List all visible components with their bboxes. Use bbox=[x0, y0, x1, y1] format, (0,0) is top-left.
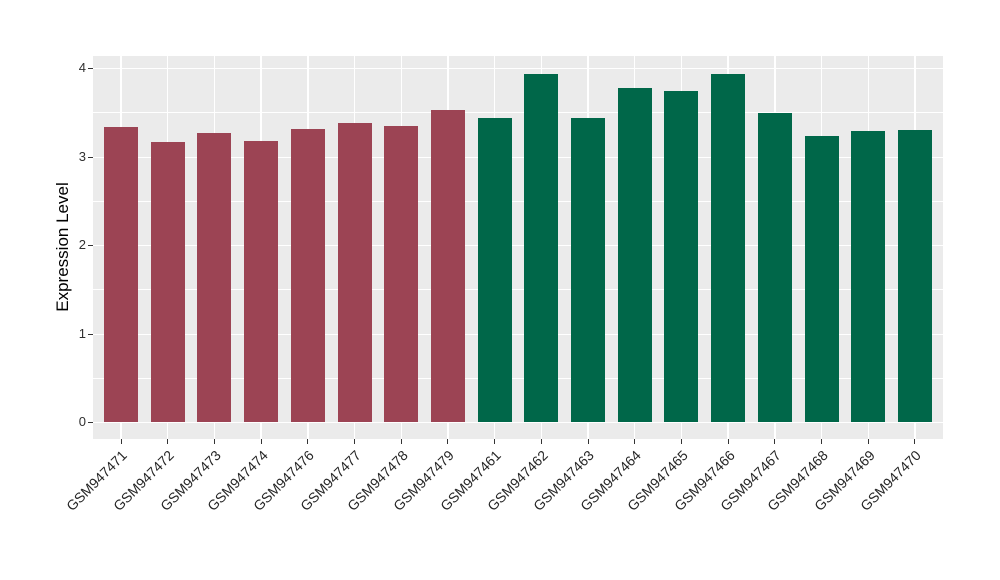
bar-GSM947464 bbox=[617, 88, 652, 422]
x-axis-tick bbox=[540, 439, 542, 444]
x-axis-tick bbox=[260, 439, 262, 444]
x-axis-tick bbox=[821, 439, 823, 444]
bar-GSM947461 bbox=[477, 117, 512, 422]
bar-GSM947474 bbox=[244, 140, 279, 422]
major-gridline bbox=[93, 422, 943, 424]
major-gridline bbox=[93, 156, 943, 158]
bar-GSM947467 bbox=[757, 113, 792, 422]
y-axis-tick bbox=[88, 333, 93, 335]
plot-panel bbox=[93, 56, 943, 439]
bar-GSM947478 bbox=[384, 126, 419, 422]
bar-GSM947476 bbox=[290, 129, 325, 422]
x-axis-tick bbox=[587, 439, 589, 444]
minor-gridline bbox=[93, 200, 943, 202]
minor-gridline bbox=[93, 112, 943, 113]
x-axis-tick bbox=[354, 439, 356, 444]
y-axis-tick bbox=[88, 68, 93, 69]
y-tick-label: 4 bbox=[78, 60, 86, 75]
x-axis-tick bbox=[307, 439, 309, 444]
bar-GSM947471 bbox=[104, 127, 139, 422]
y-tick-label: 3 bbox=[78, 148, 86, 164]
x-axis-tick bbox=[774, 439, 776, 444]
bar-GSM947479 bbox=[430, 110, 465, 422]
major-gridline bbox=[93, 68, 943, 70]
x-axis-tick bbox=[213, 439, 215, 444]
y-tick-label: 0 bbox=[78, 414, 86, 429]
bar-GSM947468 bbox=[804, 136, 839, 422]
x-axis-tick bbox=[914, 439, 916, 444]
bar-GSM947463 bbox=[571, 117, 606, 422]
y-axis-tick bbox=[88, 245, 93, 246]
y-axis-tick bbox=[88, 422, 93, 423]
y-tick-label: 1 bbox=[78, 325, 86, 341]
x-axis-tick bbox=[680, 439, 682, 444]
y-axis-title: Expression Level bbox=[53, 182, 72, 312]
bar-GSM947472 bbox=[150, 142, 185, 422]
bar-GSM947473 bbox=[197, 132, 232, 422]
x-axis-tick bbox=[120, 439, 122, 444]
minor-gridline bbox=[93, 289, 943, 290]
x-axis-tick bbox=[634, 439, 636, 444]
bar-GSM947477 bbox=[337, 122, 372, 422]
x-axis-tick bbox=[727, 439, 729, 444]
bar-GSM947462 bbox=[524, 74, 559, 422]
y-axis-tick bbox=[88, 156, 93, 158]
y-tick-label: 2 bbox=[78, 237, 86, 252]
bar-GSM947469 bbox=[851, 130, 886, 422]
major-gridline bbox=[93, 333, 943, 335]
x-axis-tick bbox=[494, 439, 496, 444]
x-axis-tick bbox=[167, 439, 169, 444]
x-axis-tick bbox=[400, 439, 402, 444]
bar-GSM947465 bbox=[664, 91, 699, 422]
bar-GSM947470 bbox=[897, 129, 932, 422]
x-axis-tick bbox=[867, 439, 869, 444]
x-axis-tick bbox=[447, 439, 449, 444]
major-gridline bbox=[93, 245, 943, 247]
minor-gridline bbox=[93, 377, 943, 379]
bar-GSM947466 bbox=[711, 74, 746, 422]
